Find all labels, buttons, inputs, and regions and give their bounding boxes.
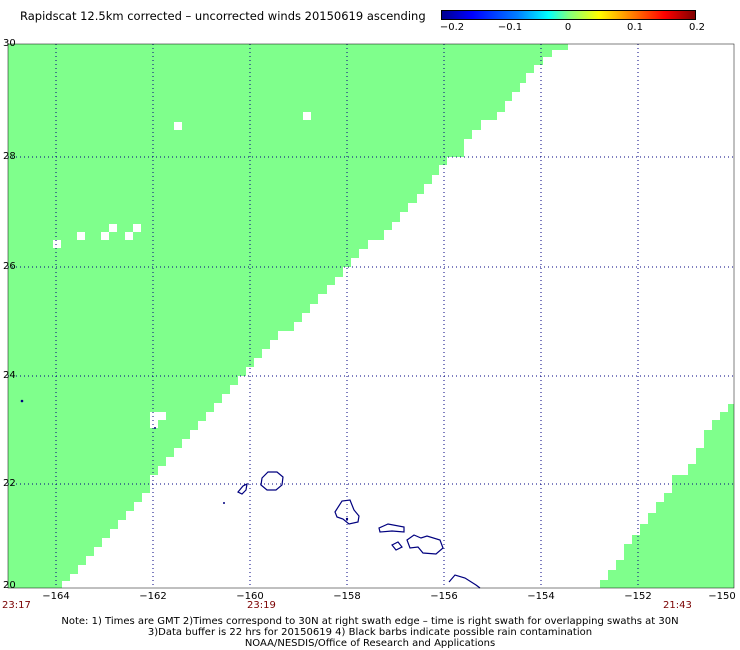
- lon-tick: −154: [527, 591, 555, 602]
- colorbar-tick: −0.2: [439, 22, 465, 33]
- island-oahu: [334, 499, 360, 525]
- note-line: Note: 1) Times are GMT 2)Times correspon…: [61, 616, 679, 627]
- colorbar-tick: 0: [564, 22, 572, 33]
- hawaii-coastline: [237, 471, 481, 589]
- colorbar-tick: 0.2: [689, 22, 705, 33]
- colorbar: [441, 10, 696, 20]
- island-niihau: [237, 482, 248, 495]
- lat-tick: 20: [3, 580, 16, 591]
- island-kauai: [260, 471, 284, 491]
- lat-lon-grid: [8, 44, 734, 588]
- lon-tick: −156: [430, 591, 458, 602]
- note-line: 3)Data buffer is 22 hrs for 20150619 4) …: [147, 627, 593, 638]
- map-title: Rapidscat 12.5km corrected – uncorrected…: [20, 9, 426, 23]
- island-big-island: [448, 574, 481, 589]
- swath-time: 21:43: [663, 600, 692, 611]
- lon-tick: −162: [139, 591, 167, 602]
- left-swath: [8, 44, 568, 588]
- colorbar-tick: 0.1: [627, 22, 643, 33]
- lat-tick: 24: [3, 370, 16, 381]
- right-swath: [600, 404, 734, 588]
- lon-tick: −164: [42, 591, 70, 602]
- island-molokai: [378, 523, 405, 533]
- missing-data-cells: [53, 112, 311, 428]
- lon-tick: −152: [624, 591, 652, 602]
- map-frame: [7, 43, 735, 589]
- lat-tick: 26: [3, 261, 16, 272]
- lon-tick: −158: [333, 591, 361, 602]
- swath-time: 23:19: [247, 600, 276, 611]
- lat-tick: 22: [3, 478, 16, 489]
- swath-time: 23:17: [2, 600, 31, 611]
- lat-tick: 28: [3, 151, 16, 162]
- lon-tick: −160: [236, 591, 264, 602]
- island-lanai: [391, 541, 403, 551]
- colorbar-tick: −0.1: [497, 22, 523, 33]
- lon-tick: −150: [708, 591, 736, 602]
- note-line: NOAA/NESDIS/Office of Research and Appli…: [244, 638, 496, 649]
- island-maui: [406, 534, 444, 555]
- island-specks: [20, 399, 349, 521]
- lat-tick: 30: [3, 38, 16, 49]
